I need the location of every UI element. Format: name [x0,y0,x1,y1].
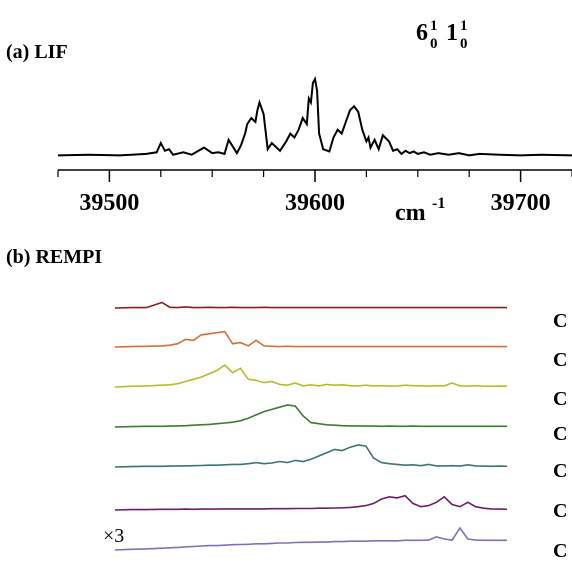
rempi-trace-label-5: C [553,460,567,482]
rempi-trace-label-6: C [553,500,567,522]
rempi-trace-3 [114,363,508,388]
rempi-trace-label-3: C [553,388,567,410]
rempi-plot [114,301,508,551]
rempi-trace-label-2: C [553,349,567,371]
lif-plot [57,76,572,157]
band-label-sub-2: 0 [460,36,468,52]
band-label-base-1: 6 [416,20,428,46]
rempi-trace-label-1: C [553,310,567,332]
rempi-trace-5 [114,444,508,468]
lif-series-line [57,76,572,157]
band-label-base-2: 1 [446,20,458,46]
scale-note: ×3 [103,525,124,547]
panel-a-label: (a) LIF [6,41,68,63]
rempi-trace-4 [114,404,507,428]
rempi-trace-6 [114,494,508,511]
tick-label: 39500 [79,190,139,216]
band-label: 6 1 0 1 1 0 [416,18,468,52]
x-axis-tick-labels: 39500 39600 39700 [79,190,550,216]
tick-label: 39600 [285,190,345,216]
panel-b-label: (b) REMPI [6,246,102,268]
rempi-trace-label-4: C [553,423,567,445]
rempi-trace-2 [114,330,507,348]
band-label-sup-1: 1 [430,18,438,34]
band-label-sub-1: 0 [430,36,438,52]
rempi-trace-1 [114,301,507,309]
x-axis-label: cm [395,200,426,226]
tick-label: 39700 [491,190,551,216]
rempi-trace-7 [114,526,507,551]
band-label-sup-2: 1 [460,18,468,34]
x-axis-label-exponent: -1 [432,195,445,212]
rempi-trace-label-7: C [553,540,567,562]
x-axis-ticks [57,170,572,182]
